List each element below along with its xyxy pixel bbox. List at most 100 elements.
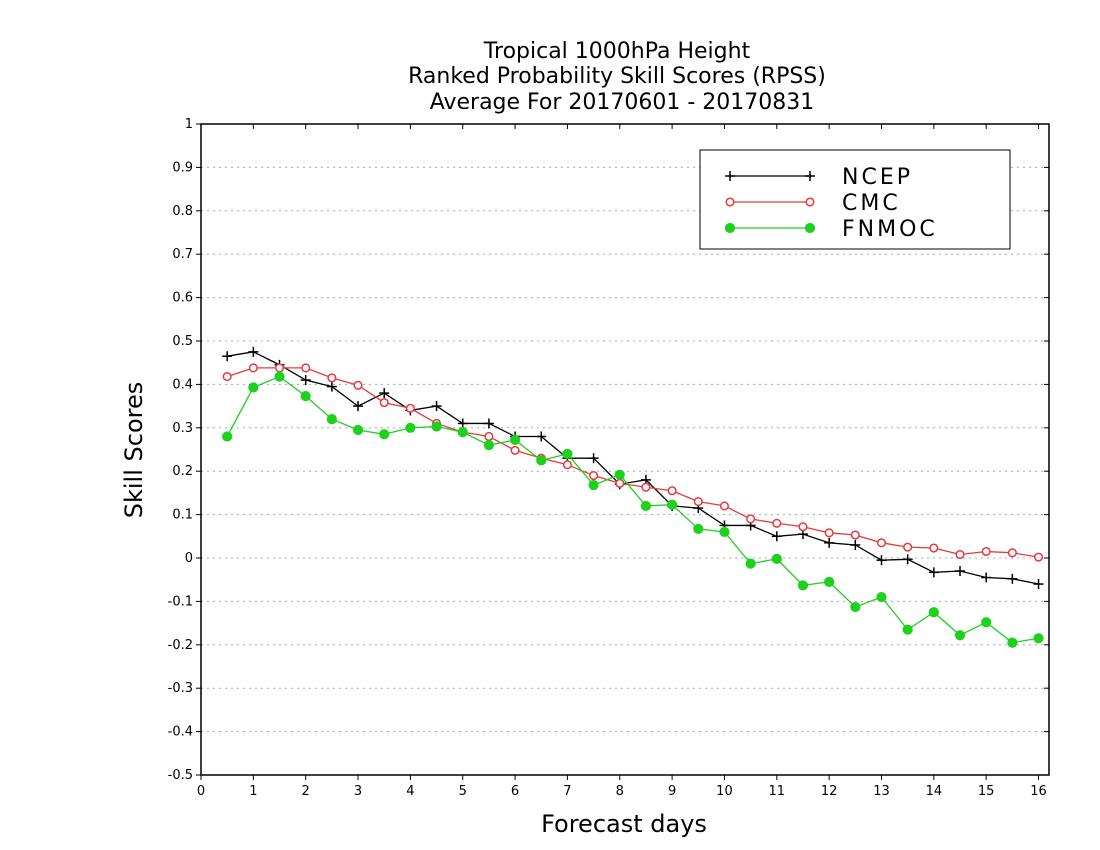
data-point-cmc-13 <box>562 460 572 470</box>
x-tick-label-12: 12 <box>821 784 838 799</box>
data-point-cmc-26 <box>903 542 913 552</box>
data-point-fnmoc-3 <box>300 391 311 402</box>
x-tick-label-3: 3 <box>354 784 362 799</box>
data-point-ncep-0 <box>222 351 233 362</box>
data-point-cmc-2 <box>274 363 285 373</box>
legend-marker-left-ncep <box>725 171 735 181</box>
data-point-fnmoc-14 <box>588 479 599 491</box>
x-tick-label-5: 5 <box>459 784 467 799</box>
x-tick-label-1: 1 <box>249 784 257 799</box>
y-tick-label-15: 1 <box>185 117 193 132</box>
data-point-fnmoc-25 <box>876 591 887 603</box>
data-point-fnmoc-13 <box>562 448 573 459</box>
x-tick-label-7: 7 <box>563 784 571 799</box>
data-point-cmc-19 <box>719 501 730 511</box>
data-point-fnmoc-4 <box>326 414 337 425</box>
data-point-fnmoc-17 <box>667 499 678 510</box>
x-tick-label-2: 2 <box>302 784 310 799</box>
legend-marker-right-cmc <box>805 197 815 207</box>
data-point-ncep-28 <box>955 566 966 577</box>
data-point-ncep-25 <box>876 555 887 566</box>
y-tick-label-1: -0.4 <box>168 725 193 740</box>
data-point-cmc-22 <box>798 522 808 532</box>
x-tick-label-15: 15 <box>978 784 995 799</box>
data-point-fnmoc-30 <box>1007 637 1018 648</box>
data-point-cmc-30 <box>1007 548 1017 558</box>
data-point-cmc-16 <box>641 482 651 492</box>
data-point-fnmoc-27 <box>928 607 939 618</box>
legend-box <box>699 149 1011 250</box>
chart-title-line-1: Tropical 1000hPa Height <box>483 39 751 64</box>
data-point-cmc-21 <box>772 518 782 528</box>
data-point-fnmoc-23 <box>824 576 835 587</box>
y-tick-label-0: -0.5 <box>168 768 193 783</box>
data-point-fnmoc-12 <box>536 455 547 466</box>
data-point-fnmoc-28 <box>954 630 966 641</box>
data-point-fnmoc-24 <box>850 601 861 613</box>
x-tick-label-11: 11 <box>769 784 786 799</box>
data-point-fnmoc-1 <box>248 382 259 393</box>
data-point-cmc-23 <box>824 528 834 538</box>
data-point-fnmoc-19 <box>719 526 730 538</box>
data-point-fnmoc-18 <box>693 523 704 535</box>
x-tick-label-9: 9 <box>668 784 676 799</box>
data-point-fnmoc-0 <box>222 431 233 442</box>
data-point-cmc-3 <box>301 363 311 373</box>
legend-label-fnmoc: FNMOC <box>842 217 938 242</box>
y-tick-label-13: 0.8 <box>172 204 193 219</box>
data-point-ncep-24 <box>850 539 861 550</box>
series-fnmoc <box>222 371 1044 648</box>
data-point-fnmoc-20 <box>745 558 756 569</box>
series-group <box>222 346 1044 648</box>
data-point-cmc-10 <box>484 431 494 442</box>
legend-marker-right-ncep <box>805 171 815 181</box>
legend-marker-left-fnmoc <box>724 222 736 234</box>
data-point-cmc-5 <box>353 380 363 390</box>
data-point-cmc-27 <box>929 543 939 553</box>
y-tick-label-4: -0.1 <box>168 594 193 609</box>
data-point-cmc-31 <box>1033 552 1044 562</box>
data-point-fnmoc-10 <box>483 440 495 451</box>
y-tick-label-8: 0.3 <box>172 421 193 436</box>
y-tick-label-5: 0 <box>185 551 193 566</box>
y-tick-label-10: 0.5 <box>172 334 193 349</box>
x-tick-label-6: 6 <box>511 784 519 799</box>
data-point-cmc-15 <box>615 478 625 488</box>
data-point-cmc-29 <box>981 546 991 557</box>
chart-title-line-3: Average For 20170601 - 20170831 <box>430 90 815 115</box>
x-tick-label-14: 14 <box>926 784 943 799</box>
data-point-cmc-25 <box>876 538 887 548</box>
data-point-fnmoc-22 <box>797 580 809 591</box>
x-tick-label-4: 4 <box>406 784 414 799</box>
data-point-cmc-17 <box>667 486 677 496</box>
data-point-cmc-11 <box>510 445 520 455</box>
data-point-ncep-3 <box>300 375 311 386</box>
data-point-fnmoc-29 <box>981 617 992 628</box>
data-point-fnmoc-8 <box>431 421 442 432</box>
data-point-ncep-26 <box>902 554 913 565</box>
data-point-ncep-27 <box>928 567 939 578</box>
data-point-ncep-31 <box>1033 579 1044 590</box>
data-point-ncep-14 <box>588 453 599 464</box>
data-point-fnmoc-2 <box>274 371 285 382</box>
data-point-ncep-6 <box>379 388 390 399</box>
data-point-cmc-1 <box>248 363 258 373</box>
x-axis-label: Forecast days <box>541 810 707 838</box>
legend-marker-left-cmc <box>725 197 735 207</box>
data-point-fnmoc-9 <box>457 427 468 438</box>
data-point-ncep-23 <box>824 537 835 548</box>
y-axis-label: Skill Scores <box>120 382 148 519</box>
data-point-cmc-0 <box>222 372 232 382</box>
data-point-ncep-21 <box>771 531 782 542</box>
x-tick-label-13: 13 <box>873 784 890 799</box>
data-point-ncep-29 <box>981 572 992 583</box>
y-tick-label-11: 0.6 <box>172 291 193 306</box>
data-point-fnmoc-26 <box>902 624 913 635</box>
y-tick-label-6: 0.1 <box>172 508 193 523</box>
data-point-ncep-8 <box>431 401 442 412</box>
data-point-ncep-5 <box>353 401 364 412</box>
x-tick-label-0: 0 <box>197 784 205 799</box>
data-point-ncep-30 <box>1007 573 1018 584</box>
